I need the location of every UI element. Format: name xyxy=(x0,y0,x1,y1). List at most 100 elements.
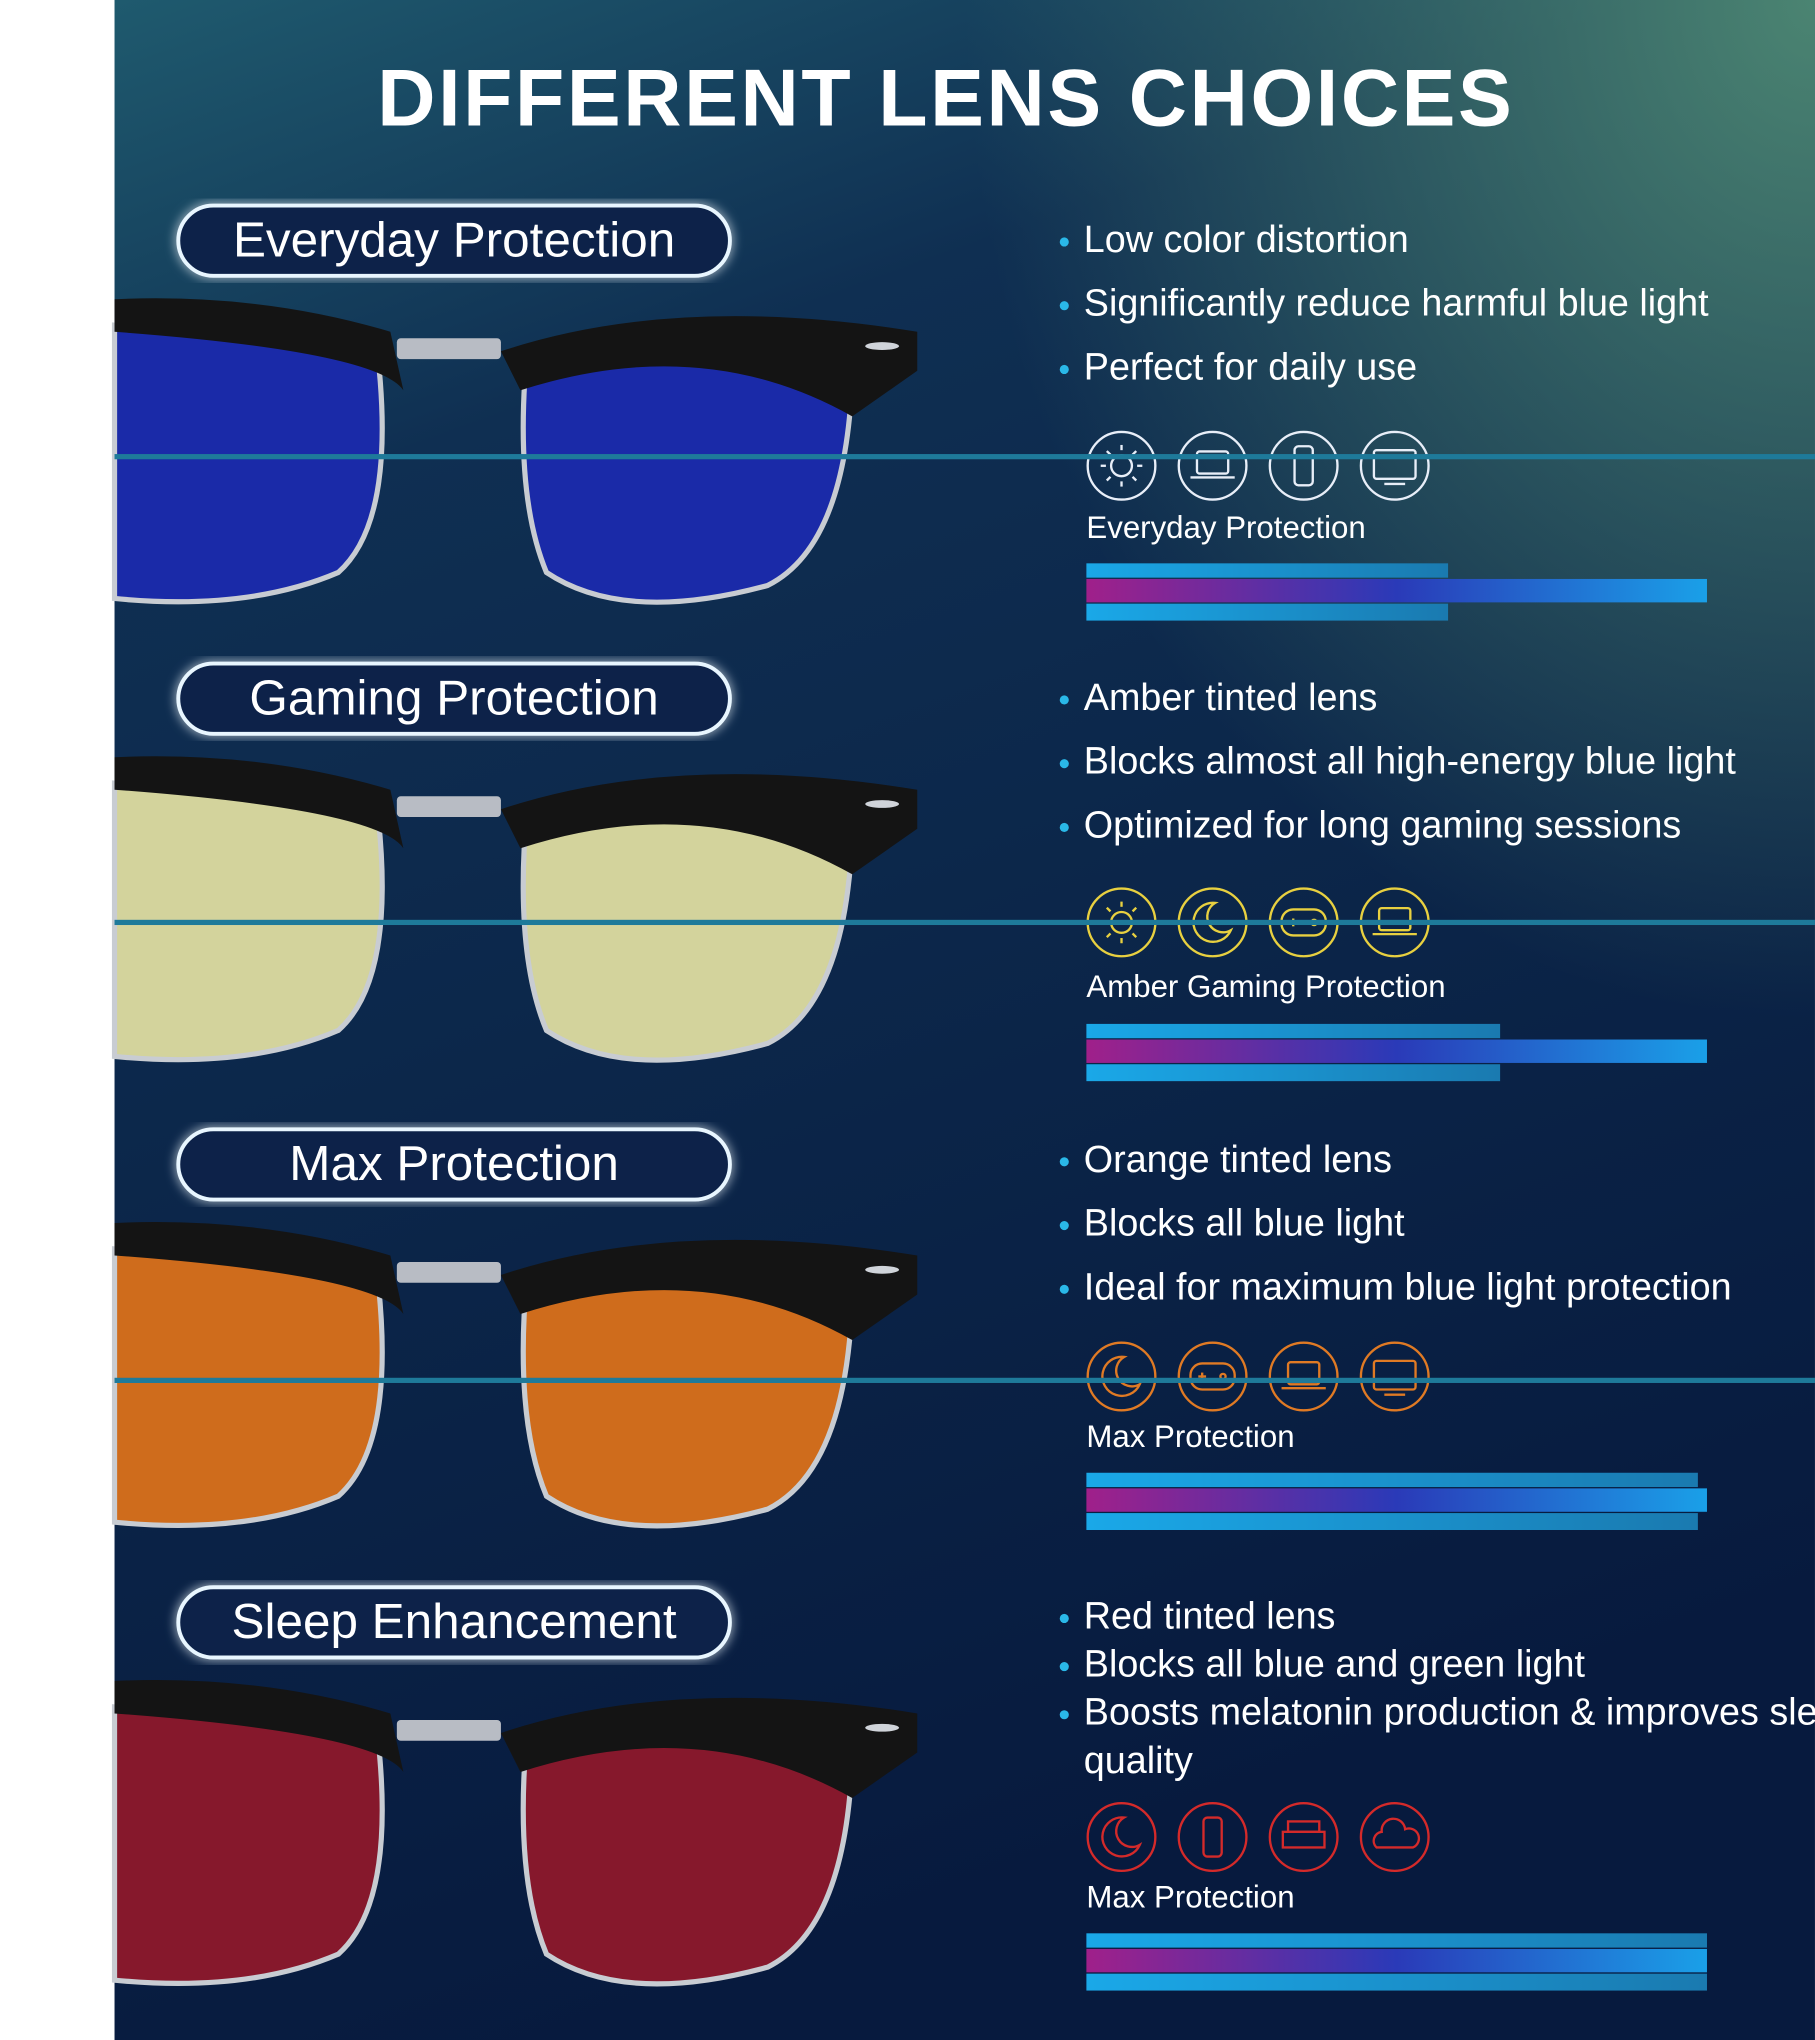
browline xyxy=(114,1679,918,1799)
bullet-dot xyxy=(1059,695,1069,705)
icon xyxy=(1177,430,1248,501)
bullet-dot xyxy=(1059,1157,1069,1167)
section-pill xyxy=(176,661,732,736)
bullet-text: Amber tinted lens xyxy=(1084,676,1378,718)
bullet-text: Boosts melatonin production & improves s… xyxy=(1084,1691,1815,1781)
icon xyxy=(1359,1341,1430,1412)
icon-ring xyxy=(1086,1341,1157,1412)
icon-ring xyxy=(1268,1802,1339,1873)
icon-glyph xyxy=(1131,475,1138,482)
icon xyxy=(1086,1341,1157,1412)
level-bar-top xyxy=(1086,1023,1501,1039)
icon xyxy=(1086,1802,1157,1873)
section: Gaming Protection Amber tinted lens Blocks… xyxy=(111,454,1815,1082)
icon-glyph xyxy=(1131,932,1138,938)
icon-glyph xyxy=(1101,1355,1143,1398)
bullet-text: Blocks all blue and green light xyxy=(1084,1643,1586,1685)
section-pill xyxy=(176,1127,732,1202)
section-label: Sleep Enhancement xyxy=(232,1594,677,1649)
bullet-text: Perfect for daily use xyxy=(1084,345,1417,387)
title: DIFFERENT LENS CHOICES xyxy=(377,53,1514,143)
browline xyxy=(114,298,918,417)
level-bar-bottom xyxy=(1086,603,1449,621)
divider xyxy=(114,1377,1815,1383)
bullet-text: Blocks almost all high-energy blue light xyxy=(1084,740,1737,782)
bullet-dot xyxy=(1059,1662,1069,1672)
level-bar-bottom xyxy=(1086,1513,1698,1530)
level-bar-top xyxy=(1086,1933,1707,1948)
icon-caption: Max Protection xyxy=(1086,1419,1294,1454)
bullet-line: quality xyxy=(1084,1739,1193,1781)
divider xyxy=(114,454,1815,460)
bullet-dot xyxy=(1059,237,1069,247)
bullet-text: Low color distortion xyxy=(1084,218,1409,260)
icon-ring xyxy=(1086,430,1157,501)
icon xyxy=(1359,430,1430,501)
section-pill xyxy=(176,203,732,278)
icon-ring xyxy=(1086,1802,1157,1873)
icon-ring xyxy=(1177,1341,1248,1412)
level-bar xyxy=(1086,578,1707,603)
section: Sleep Enhancement Red tinted lens Blocks a… xyxy=(111,1377,1815,1991)
bullet-dot xyxy=(1059,301,1069,311)
icon-ring xyxy=(1359,1341,1430,1412)
rivet xyxy=(865,342,900,350)
section-label: Gaming Protection xyxy=(249,670,658,725)
icon-ring xyxy=(1359,430,1430,501)
lens-left xyxy=(111,322,385,605)
icon-caption: Everyday Protection xyxy=(1086,510,1365,545)
level-bar xyxy=(1086,1488,1707,1512)
lens-left xyxy=(111,1246,385,1529)
bullet-dot xyxy=(1059,1284,1069,1294)
browline xyxy=(114,1222,918,1341)
bullet-text: Optimized for long gaming sessions xyxy=(1084,803,1682,845)
icon-glyph xyxy=(1105,932,1112,938)
icon-glyph xyxy=(1101,1816,1143,1858)
bullet-text: Orange tinted lens xyxy=(1084,1138,1392,1180)
icon-glyph xyxy=(1372,1359,1417,1391)
icon-glyph xyxy=(1286,1360,1321,1386)
glasses xyxy=(111,298,918,605)
bullet-dot xyxy=(1059,364,1069,375)
bullet-text: Blocks all blue light xyxy=(1084,1202,1405,1244)
icon-glyph xyxy=(1105,906,1112,913)
section: Max Protection Orange tinted lens Blocks a… xyxy=(111,919,1815,1530)
icon-ring xyxy=(1359,1802,1430,1873)
icon-ring xyxy=(1268,430,1339,501)
rivet xyxy=(865,800,900,808)
bridge xyxy=(396,1719,501,1741)
bullet-text: Red tinted lens xyxy=(1084,1594,1336,1636)
icon xyxy=(1177,1802,1248,1873)
level-bar-top xyxy=(1086,563,1449,578)
icon xyxy=(1086,430,1157,501)
icon-glyph xyxy=(1189,1362,1236,1391)
icon-glyph xyxy=(1293,445,1314,487)
section-pill xyxy=(176,1585,732,1660)
rivet xyxy=(865,1723,900,1732)
glasses xyxy=(111,1222,918,1529)
rivet xyxy=(865,1265,900,1274)
section-label: Max Protection xyxy=(289,1136,619,1191)
bullet-dot xyxy=(1059,1221,1069,1231)
bullet-text: Ideal for maximum blue light protection xyxy=(1084,1265,1732,1307)
bullet-text: Significantly reduce harmful blue light xyxy=(1084,282,1709,324)
icon-caption: Max Protection xyxy=(1086,1880,1294,1915)
icon-glyph xyxy=(1372,1817,1421,1849)
level-bar xyxy=(1086,1948,1707,1973)
icon-caption: Amber Gaming Protection xyxy=(1086,969,1445,1004)
icon xyxy=(1359,1802,1430,1873)
icon xyxy=(1268,430,1339,501)
icon-ring xyxy=(1177,1802,1248,1873)
level-bar-bottom xyxy=(1086,1064,1501,1082)
divider xyxy=(114,919,1815,926)
lens-left xyxy=(111,1704,385,1987)
icon xyxy=(1268,1802,1339,1873)
bullet-dot xyxy=(1059,1613,1069,1624)
level-bar-bottom xyxy=(1086,1973,1707,1991)
bullet-dot xyxy=(1059,759,1069,769)
level-bar-top xyxy=(1086,1472,1698,1488)
icon-glyph xyxy=(1105,475,1112,482)
icon-glyph xyxy=(1131,906,1138,913)
